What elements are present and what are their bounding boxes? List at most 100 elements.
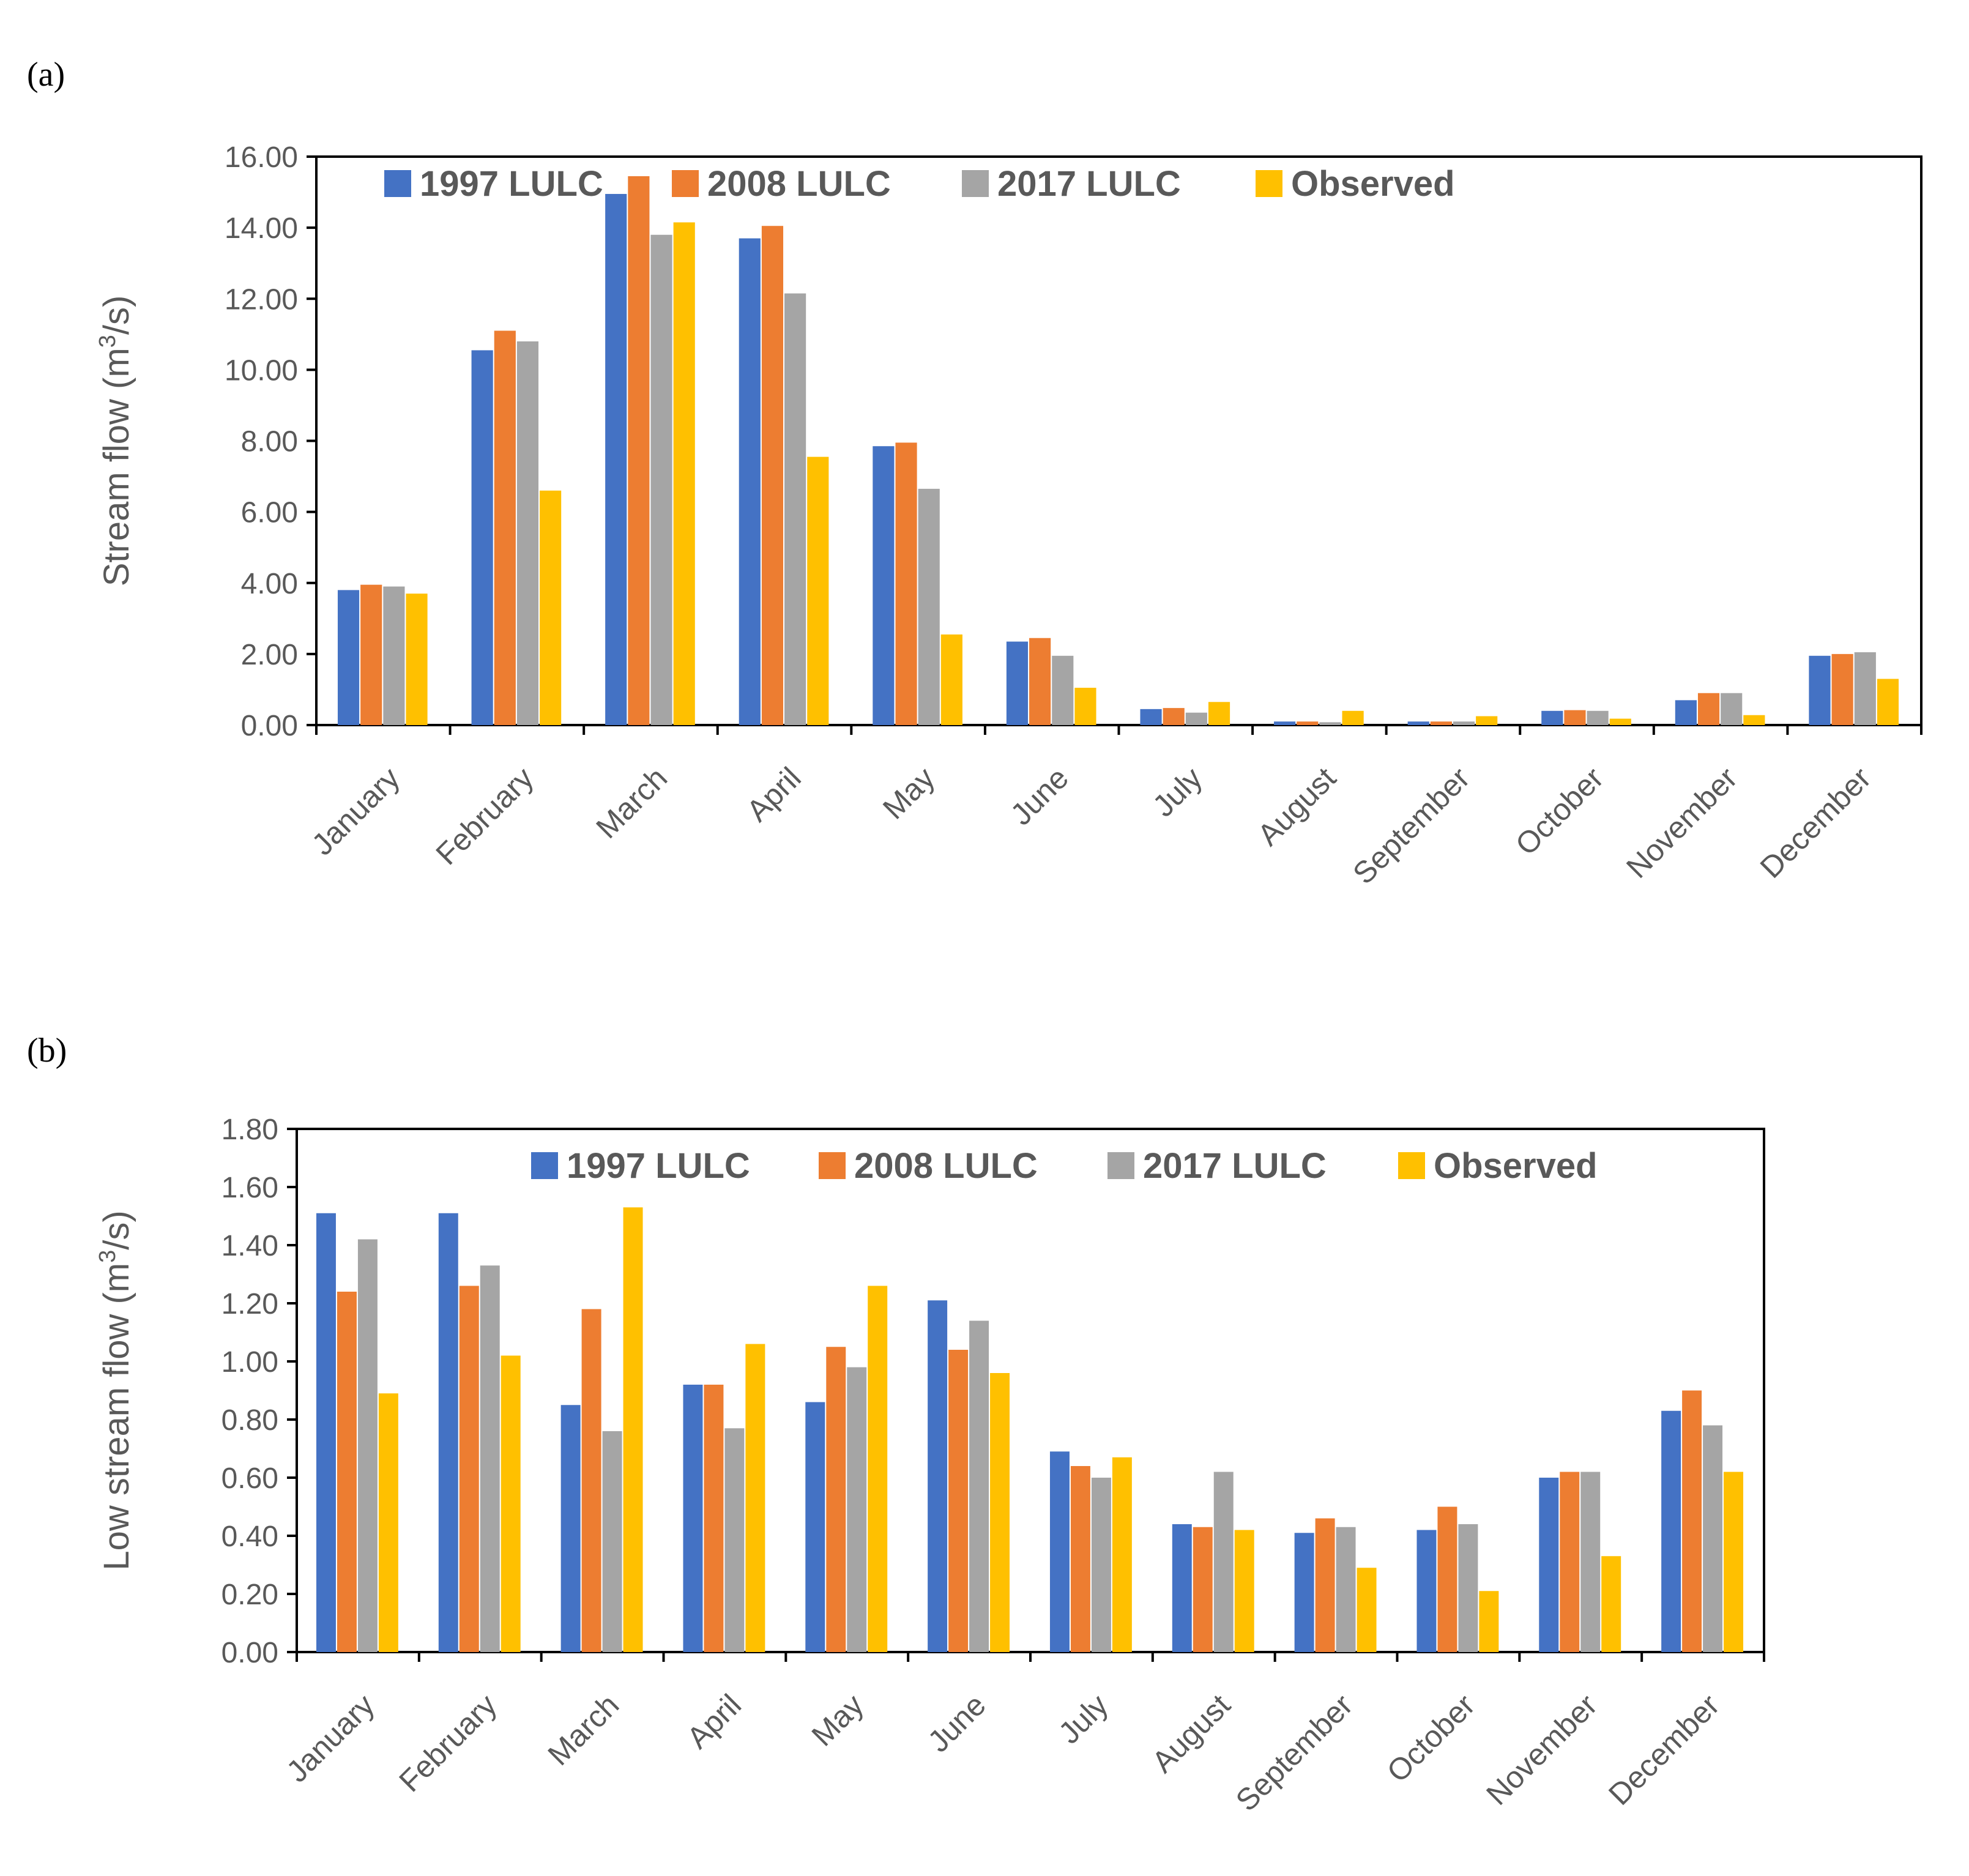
legend-label: 1997 LULC (567, 1146, 750, 1186)
bar-1997-lulc (1539, 1478, 1559, 1652)
x-tick-label: November (1620, 761, 1744, 885)
x-tick-label: June (1004, 761, 1075, 832)
bar-2008-lulc (1315, 1518, 1335, 1652)
x-tick-label: October (1380, 1688, 1481, 1789)
bar-observed (745, 1344, 765, 1652)
bar-2008-lulc (1193, 1527, 1213, 1652)
bar-observed (940, 634, 962, 725)
bar-1997-lulc (873, 446, 895, 725)
bar-2017-lulc (1703, 1425, 1723, 1652)
bar-2008-lulc (581, 1309, 601, 1652)
bar-2017-lulc (969, 1320, 989, 1652)
bar-2008-lulc (1163, 708, 1185, 725)
y-tick-label: 0.20 (221, 1579, 278, 1611)
bar-observed (1342, 710, 1364, 725)
bar-observed (1476, 716, 1498, 725)
bar-2017-lulc (1580, 1472, 1601, 1652)
bar-observed (1112, 1457, 1132, 1652)
bar-observed (378, 1393, 398, 1652)
panel-label: (a) (27, 56, 65, 94)
bar-2008-lulc (1029, 638, 1051, 725)
bar-1997-lulc (1661, 1410, 1681, 1652)
legend-label: Observed (1434, 1146, 1598, 1186)
y-tick-label: 10.00 (225, 354, 298, 387)
y-tick-label: 1.80 (221, 1114, 278, 1146)
x-tick-label: June (921, 1688, 992, 1759)
x-tick-label: February (430, 761, 540, 871)
bar-2017-lulc (1721, 693, 1743, 725)
x-tick-label: January (305, 761, 406, 862)
legend-label: 2008 LULC (854, 1146, 1038, 1186)
bar-observed (990, 1373, 1010, 1652)
y-tick-label: 0.60 (221, 1462, 278, 1495)
x-tick-label: August (1145, 1688, 1237, 1779)
bar-2008-lulc (628, 176, 650, 725)
bar-observed (1234, 1530, 1254, 1652)
bar-2017-lulc (1453, 721, 1475, 725)
bar-1997-lulc (560, 1405, 581, 1652)
y-tick-label: 1.60 (221, 1172, 278, 1204)
bar-2017-lulc (1854, 652, 1876, 725)
x-tick-label: July (1052, 1688, 1114, 1750)
x-tick-label: September (1229, 1688, 1360, 1818)
x-tick-label: December (1754, 761, 1878, 885)
bar-2008-lulc (1697, 693, 1720, 725)
bar-2008-lulc (826, 1347, 846, 1652)
bar-2017-lulc (383, 586, 405, 725)
y-tick-label: 8.00 (241, 426, 298, 458)
bar-1997-lulc (928, 1300, 948, 1652)
y-tick-label: 1.00 (221, 1346, 278, 1379)
bar-1997-lulc (1049, 1451, 1070, 1652)
bar-2017-lulc (1319, 722, 1341, 725)
bar-2017-lulc (1091, 1478, 1111, 1652)
x-tick-label: November (1480, 1688, 1604, 1812)
y-axis-title: Stream flow (m3/s) (95, 296, 136, 587)
bar-2017-lulc (357, 1239, 378, 1652)
bar-2008-lulc (1430, 721, 1452, 725)
bar-observed (673, 222, 695, 725)
bar-2017-lulc (784, 293, 806, 725)
bar-observed (1479, 1591, 1499, 1652)
x-tick-label: August (1251, 761, 1342, 852)
x-tick-label: March (589, 761, 674, 845)
x-tick-label: October (1509, 761, 1610, 862)
bar-2017-lulc (480, 1265, 500, 1652)
bar-2008-lulc (1437, 1506, 1457, 1652)
bar-1997-lulc (1140, 709, 1162, 725)
legend-swatch (531, 1152, 558, 1179)
x-tick-label: April (740, 761, 807, 828)
y-tick-label: 0.80 (221, 1404, 278, 1437)
bar-2017-lulc (1185, 712, 1207, 725)
y-tick-label: 14.00 (225, 212, 298, 245)
bar-2017-lulc (918, 488, 940, 725)
bar-observed (1743, 715, 1765, 725)
bar-observed (406, 594, 428, 725)
bar-2017-lulc (516, 341, 539, 725)
bar-2008-lulc (337, 1292, 357, 1652)
bar-observed (501, 1355, 521, 1652)
y-axis-title: Low stream flow (m3/s) (95, 1210, 136, 1570)
bar-2008-lulc (704, 1385, 724, 1652)
legend-label: Observed (1291, 164, 1455, 204)
legend-swatch (1107, 1152, 1134, 1179)
bar-2008-lulc (1297, 721, 1319, 725)
bar-1997-lulc (1172, 1524, 1192, 1652)
legend-label: 2008 LULC (707, 164, 891, 204)
x-tick-label: March (542, 1688, 626, 1772)
bar-observed (540, 490, 562, 725)
bar-1997-lulc (471, 350, 493, 725)
bar-2017-lulc (1336, 1527, 1356, 1652)
bar-1997-lulc (805, 1402, 825, 1652)
bar-1997-lulc (739, 238, 761, 725)
y-tick-label: 0.40 (221, 1521, 278, 1553)
chart-panel-b: (b) 0.00 0.20 0.40 0.60 0.80 1.00 1.20 1.40 1.60 1… (27, 1032, 1765, 1818)
x-tick-label: September (1346, 761, 1476, 891)
bar-2017-lulc (724, 1428, 745, 1652)
y-tick-label: 16.00 (225, 141, 298, 174)
y-tick-label: 4.00 (241, 568, 298, 600)
bar-1997-lulc (605, 193, 627, 725)
bar-1997-lulc (1006, 641, 1029, 725)
y-tick-label: 0.00 (241, 710, 298, 742)
bar-1997-lulc (337, 590, 360, 725)
